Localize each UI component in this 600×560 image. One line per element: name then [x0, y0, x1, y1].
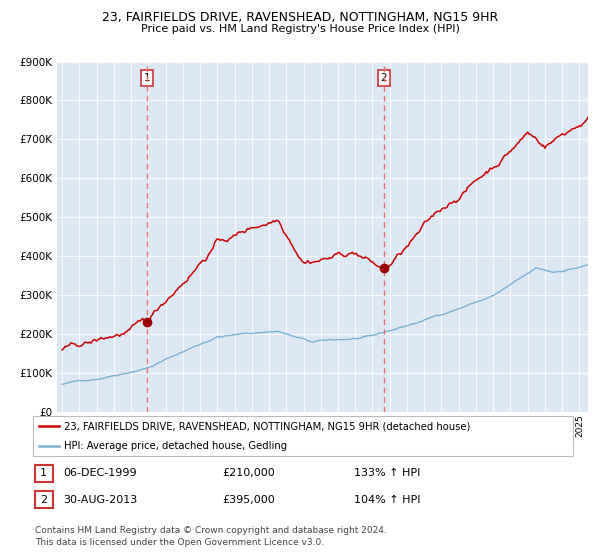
- Text: 2: 2: [380, 73, 387, 83]
- Text: 104% ↑ HPI: 104% ↑ HPI: [354, 494, 421, 505]
- Text: 23, FAIRFIELDS DRIVE, RAVENSHEAD, NOTTINGHAM, NG15 9HR: 23, FAIRFIELDS DRIVE, RAVENSHEAD, NOTTIN…: [102, 11, 498, 24]
- Text: Contains HM Land Registry data © Crown copyright and database right 2024.
This d: Contains HM Land Registry data © Crown c…: [35, 526, 386, 547]
- Text: Price paid vs. HM Land Registry's House Price Index (HPI): Price paid vs. HM Land Registry's House …: [140, 24, 460, 34]
- Text: 2: 2: [40, 494, 47, 505]
- Text: 23, FAIRFIELDS DRIVE, RAVENSHEAD, NOTTINGHAM, NG15 9HR (detached house): 23, FAIRFIELDS DRIVE, RAVENSHEAD, NOTTIN…: [64, 421, 470, 431]
- Text: 30-AUG-2013: 30-AUG-2013: [63, 494, 137, 505]
- Text: 1: 1: [143, 73, 151, 83]
- Text: HPI: Average price, detached house, Gedling: HPI: Average price, detached house, Gedl…: [64, 441, 287, 451]
- Text: £395,000: £395,000: [222, 494, 275, 505]
- Text: £210,000: £210,000: [222, 468, 275, 478]
- Text: 1: 1: [40, 468, 47, 478]
- Text: 133% ↑ HPI: 133% ↑ HPI: [354, 468, 421, 478]
- Text: 06-DEC-1999: 06-DEC-1999: [63, 468, 137, 478]
